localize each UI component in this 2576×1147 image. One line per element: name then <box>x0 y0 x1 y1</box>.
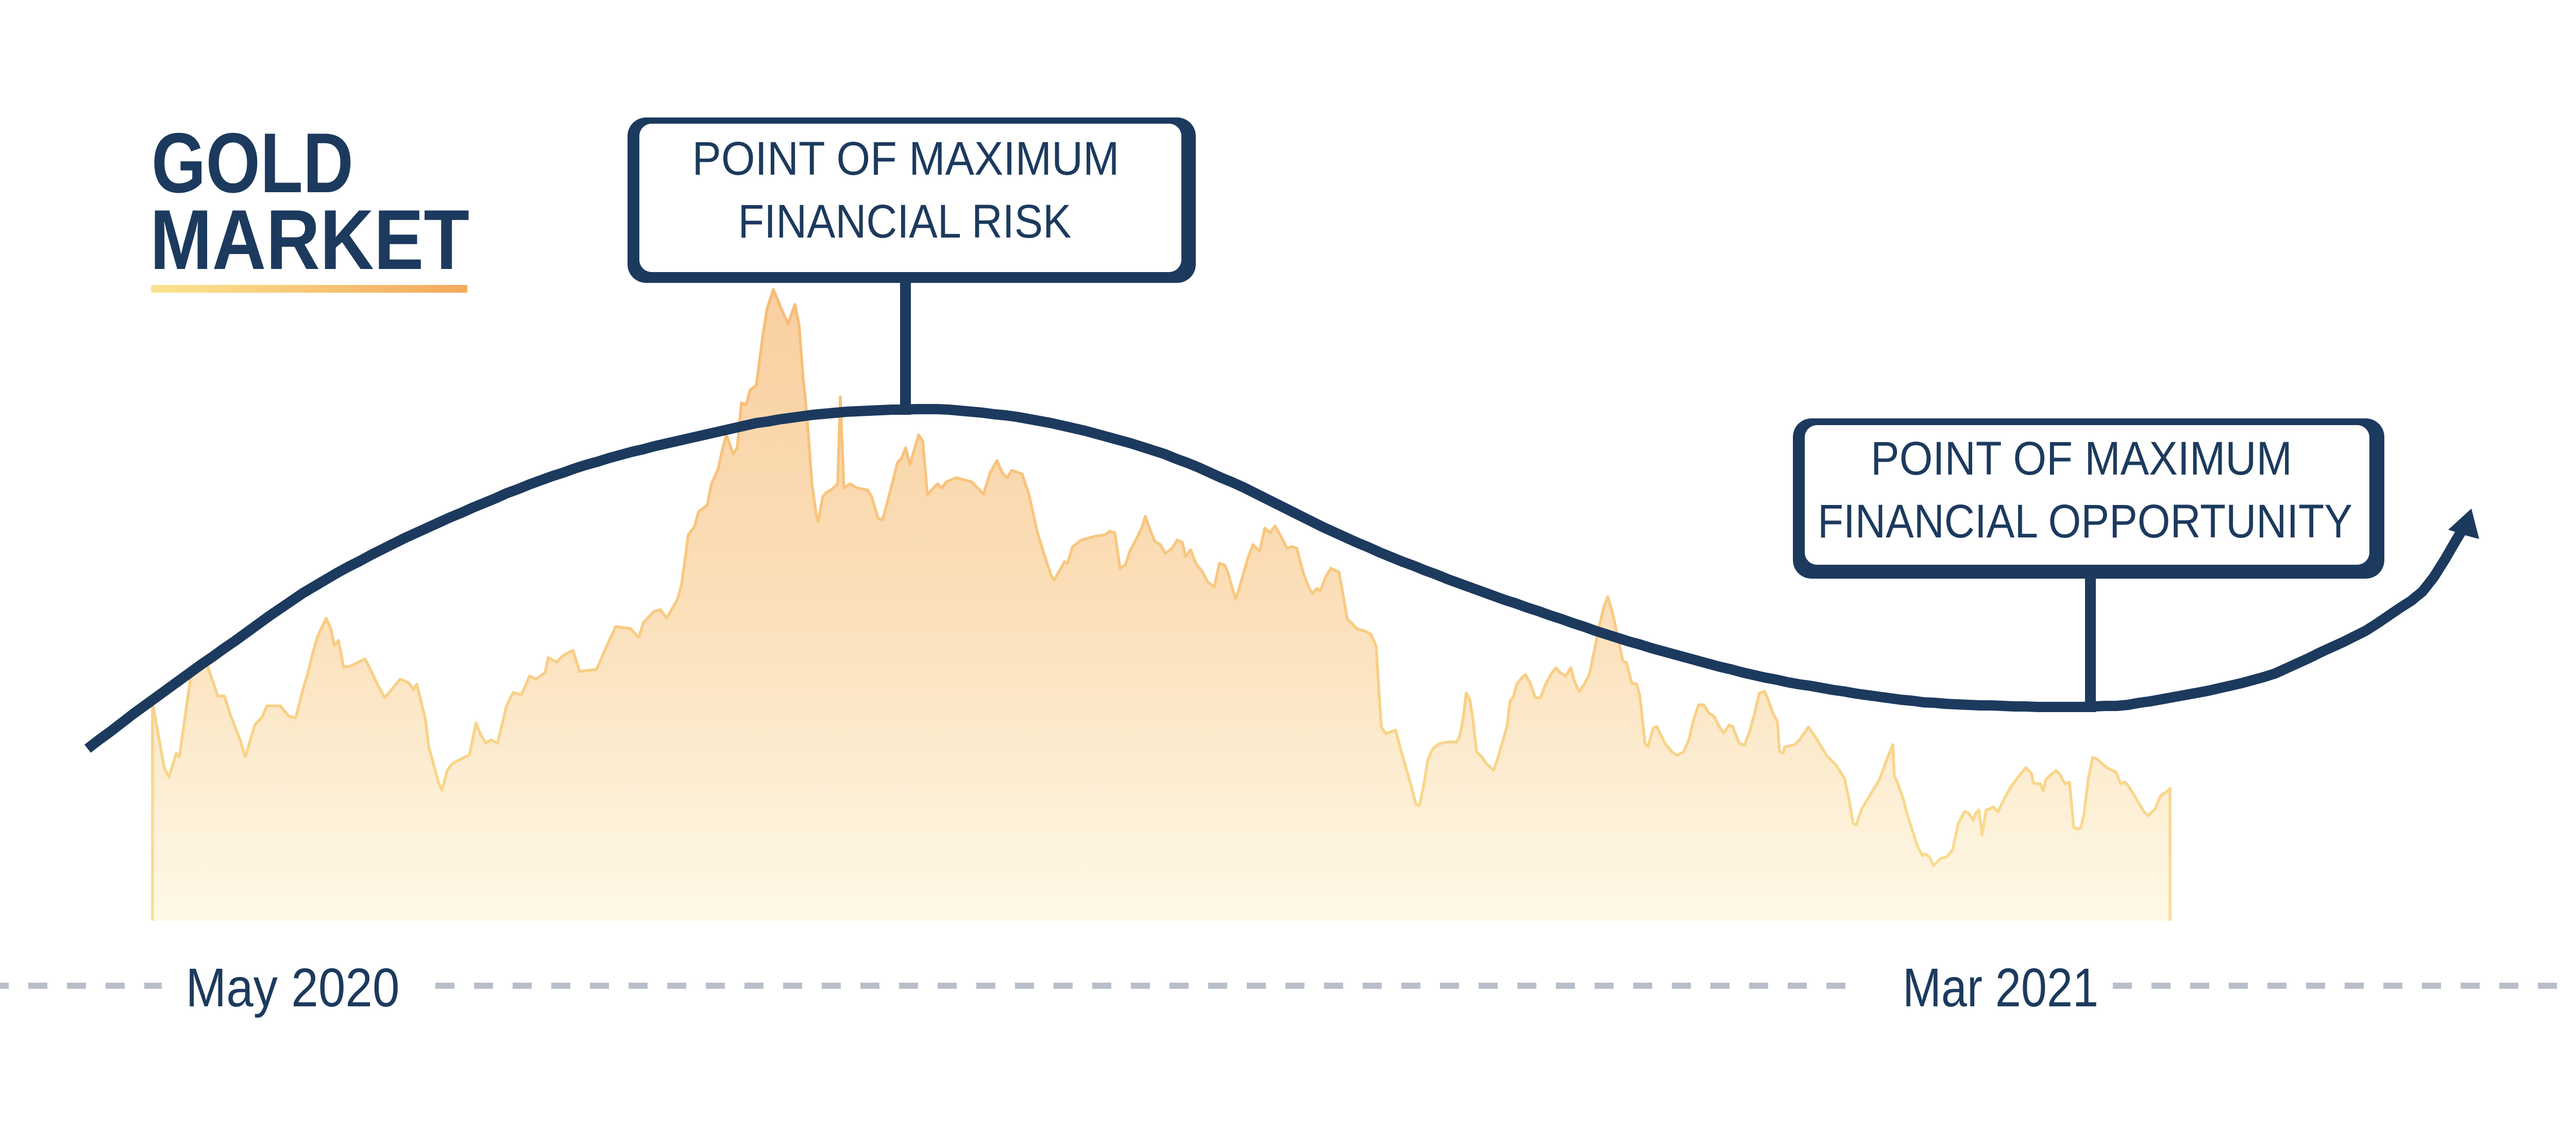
svg-text:FINANCIAL RISK: FINANCIAL RISK <box>738 195 1072 248</box>
svg-text:FINANCIAL OPPORTUNITY: FINANCIAL OPPORTUNITY <box>1818 495 2352 548</box>
svg-text:GOLD: GOLD <box>151 115 353 210</box>
svg-text:POINT OF MAXIMUM: POINT OF MAXIMUM <box>692 132 1120 185</box>
svg-text:POINT OF MAXIMUM: POINT OF MAXIMUM <box>1871 432 2292 485</box>
svg-text:Mar 2021: Mar 2021 <box>1903 957 2098 1018</box>
svg-text:May 2020: May 2020 <box>186 957 400 1018</box>
svg-text:MARKET: MARKET <box>150 192 469 287</box>
